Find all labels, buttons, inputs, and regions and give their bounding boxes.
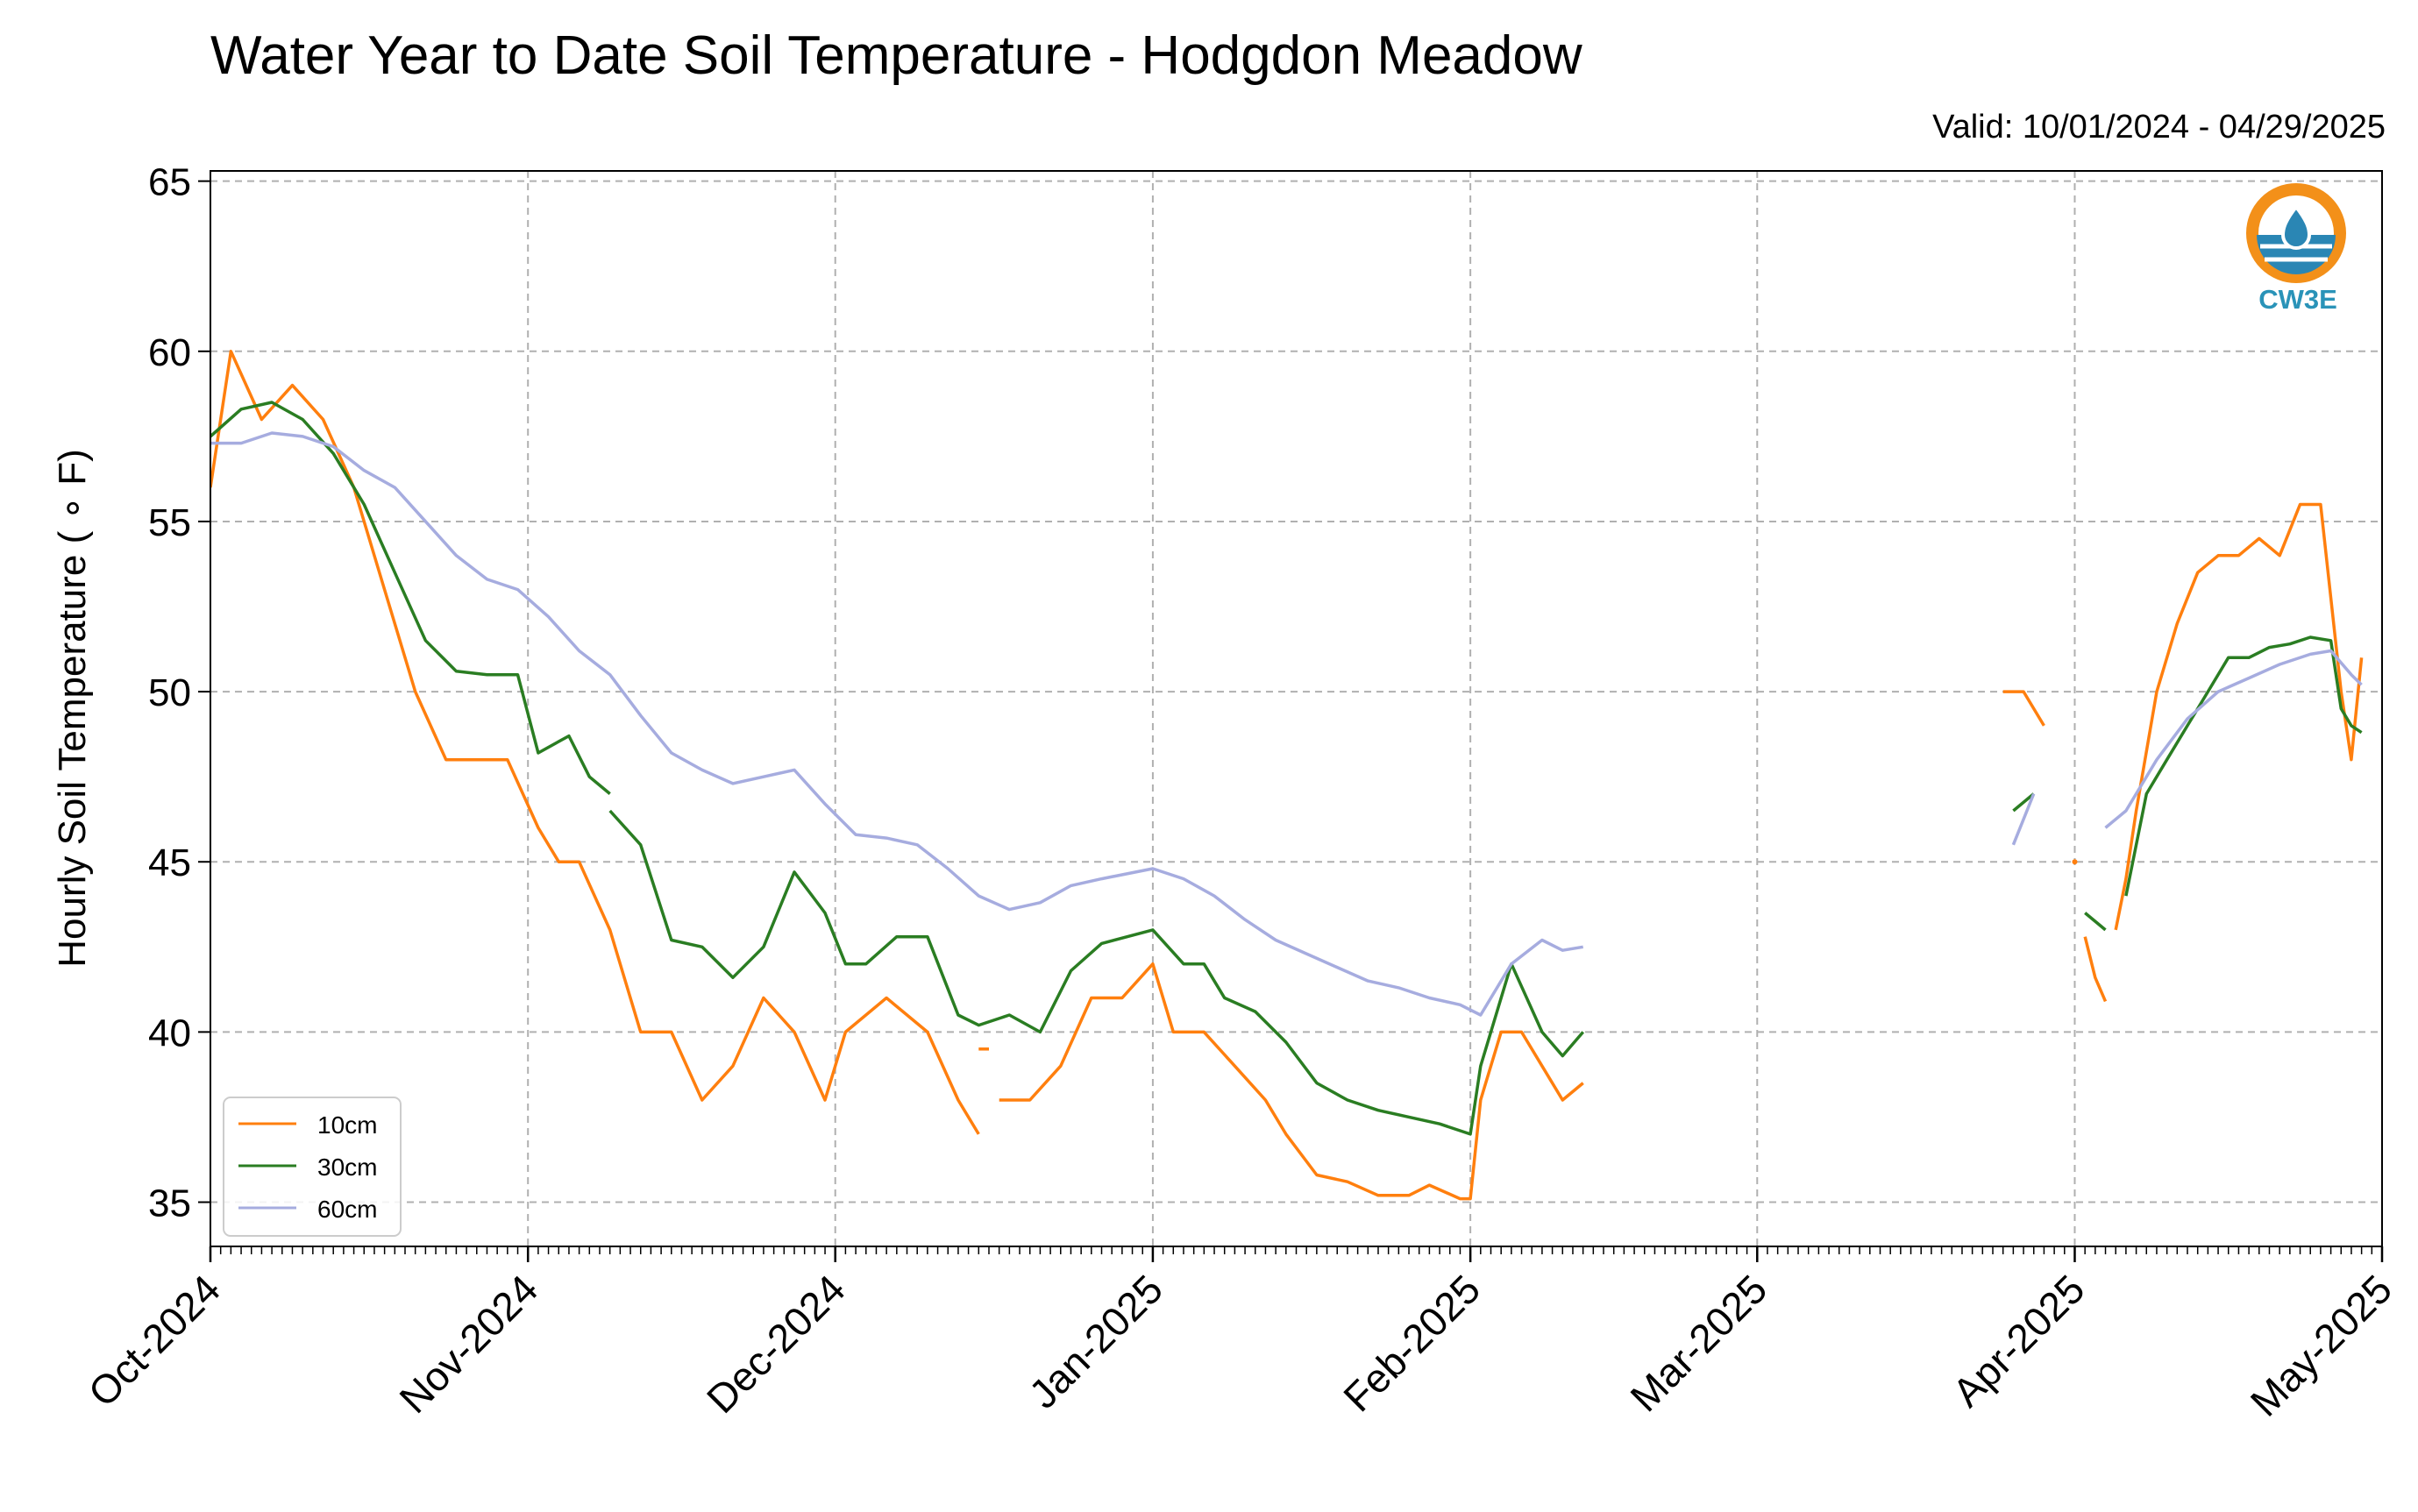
series-line-10cm — [2114, 502, 2364, 931]
logo-text: CW3E — [2258, 284, 2337, 315]
logo-droplet-icon — [2280, 203, 2312, 250]
x-tick-label: Feb-2025 — [1334, 1266, 1489, 1420]
series-line-10cm — [2002, 690, 2045, 727]
y-axis-label: Hourly Soil Temperature ( ∘ F) — [51, 449, 94, 968]
series-line-60cm — [2104, 649, 2363, 829]
cw3e-logo: CW3E — [2246, 183, 2346, 315]
y-tick-label: 50 — [148, 671, 191, 714]
series-line-30cm — [210, 401, 611, 795]
y-tick-label: 60 — [148, 331, 191, 374]
series-line-10cm — [999, 962, 1584, 1201]
series-30cm — [210, 401, 2363, 1136]
series-line-60cm — [2011, 792, 2036, 846]
chart-title: Water Year to Date Soil Temperature - Ho… — [210, 25, 1582, 86]
x-tick-label: Apr-2025 — [1944, 1266, 2094, 1416]
y-tick-label: 55 — [148, 501, 191, 544]
x-tick-label: Nov-2024 — [390, 1266, 546, 1422]
y-tick-label: 45 — [148, 841, 191, 884]
series-10cm — [210, 350, 2364, 1201]
y-tick-label: 35 — [148, 1182, 191, 1225]
valid-date-range: Valid: 10/01/2024 - 04/29/2025 — [1932, 109, 2386, 146]
plot-frame — [210, 170, 2383, 1247]
y-tick-label: 65 — [148, 161, 191, 204]
series-line-10cm — [2083, 936, 2108, 1003]
series-line-30cm — [2084, 912, 2107, 932]
series-line-30cm — [2012, 792, 2035, 813]
series-line-60cm — [210, 431, 1583, 1017]
series-line-30cm — [608, 809, 1585, 1136]
x-tick-label: Jan-2025 — [1021, 1266, 1171, 1416]
series-lines — [210, 350, 2364, 1201]
x-tick-label: Dec-2024 — [698, 1266, 854, 1422]
series-line-10cm — [210, 350, 980, 1135]
legend: 10cm 30cm 60cm — [223, 1097, 402, 1237]
legend-label-60cm: 60cm — [317, 1196, 377, 1223]
x-tick-label: May-2025 — [2242, 1266, 2400, 1424]
series-line-30cm — [2124, 635, 2363, 897]
legend-label-10cm: 10cm — [317, 1111, 377, 1139]
series-point-10cm — [2072, 859, 2078, 865]
legend-label-30cm: 30cm — [317, 1154, 377, 1181]
grid-lines — [210, 171, 2383, 1246]
legend-box — [223, 1097, 402, 1237]
series-60cm — [210, 431, 2363, 1017]
y-tick-label: 40 — [148, 1012, 191, 1054]
x-tick-label: Oct-2024 — [80, 1266, 230, 1416]
x-tick-label: Mar-2025 — [1621, 1266, 1775, 1420]
